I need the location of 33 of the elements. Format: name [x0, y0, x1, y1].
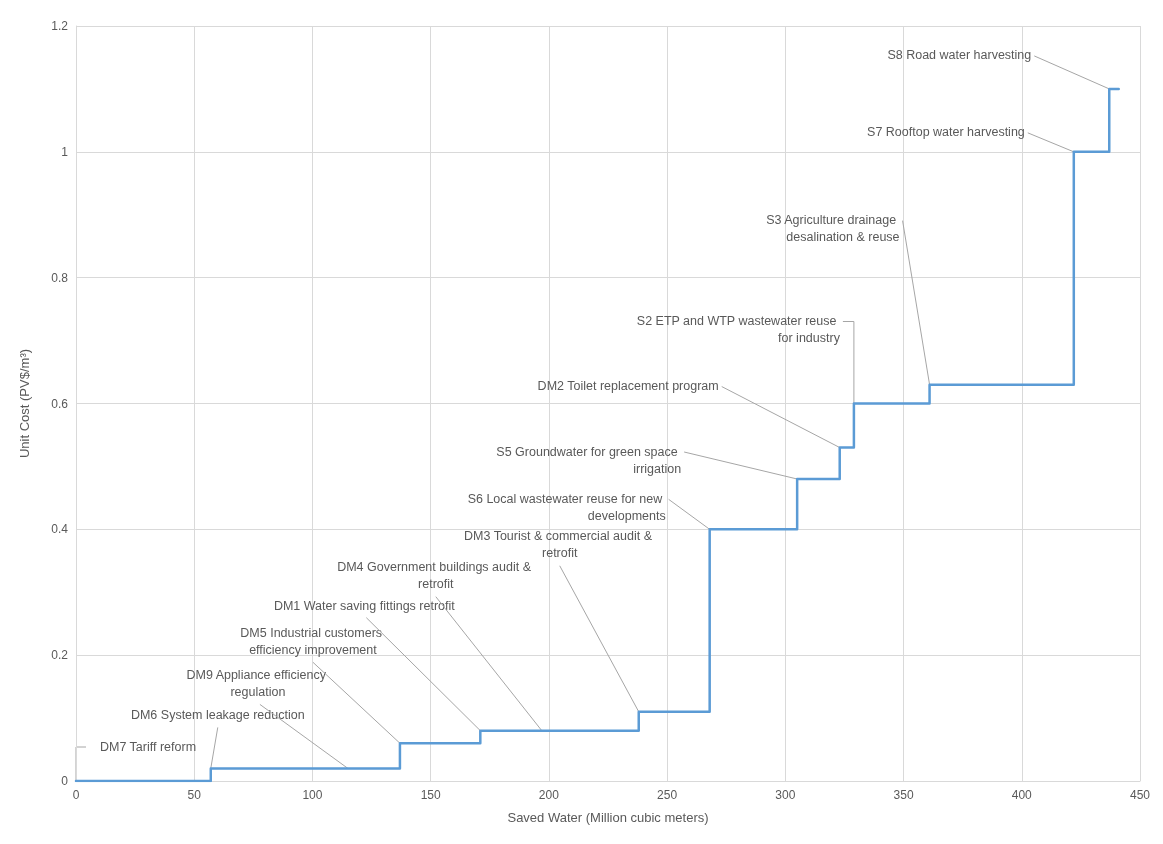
y-tick-label: 0.8	[51, 270, 69, 285]
annotation: DM2 Toilet replacement program	[537, 379, 719, 394]
x-tick-label: 350	[893, 788, 914, 802]
annotation: S2 ETP and WTP wastewater reuse for industry	[636, 314, 841, 345]
y-tick-label: 1	[61, 144, 69, 159]
y-tick-label: 0.6	[51, 396, 69, 411]
x-tick-label: 450	[1129, 788, 1151, 802]
y-axis-title: Unit Cost (PV$/m³)	[17, 348, 32, 459]
annotation: DM3 Tourist & commercial audit & retrofit	[463, 529, 656, 561]
y-tick-label: 0.2	[51, 648, 69, 663]
x-tick-label: 300	[775, 788, 796, 802]
x-tick-label: 200	[538, 788, 560, 802]
annotation: DM6 System leakage reduction	[130, 708, 305, 723]
x-tick-label: 0	[72, 788, 80, 802]
y-tick-label: 0.4	[51, 522, 69, 537]
annotation: DM1 Water saving fittings retrofit	[273, 598, 456, 613]
x-tick-label: 100	[302, 788, 323, 802]
x-axis-title: Saved Water (Million cubic meters)	[507, 810, 709, 825]
annotation: DM9 Appliance efficiency regulation	[186, 667, 330, 699]
annotation: S8 Road water harvesting	[887, 48, 1032, 63]
annotation: DM4 Government buildings audit & retrofit	[337, 560, 535, 592]
annotation: S3 Agriculture drainage desalination & reuse	[766, 213, 900, 245]
annotation: S7 Rooftop water harvesting	[867, 125, 1025, 140]
annotation: S6 Local wastewater reuse for new developments	[467, 491, 666, 523]
annotation: DM7 Tariff reform	[99, 740, 197, 754]
annotation: DM5 Industrial customers efficiency improvement	[240, 625, 386, 657]
y-tick-label: 0	[61, 774, 69, 788]
x-tick-label: 250	[657, 788, 678, 802]
x-tick-label: 150	[420, 788, 441, 802]
y-tick-label: 1.2	[51, 19, 69, 33]
annotation: S5 Groundwater for green space irrigation	[496, 444, 682, 476]
x-tick-label: 50	[187, 788, 202, 802]
x-tick-label: 400	[1011, 788, 1033, 802]
